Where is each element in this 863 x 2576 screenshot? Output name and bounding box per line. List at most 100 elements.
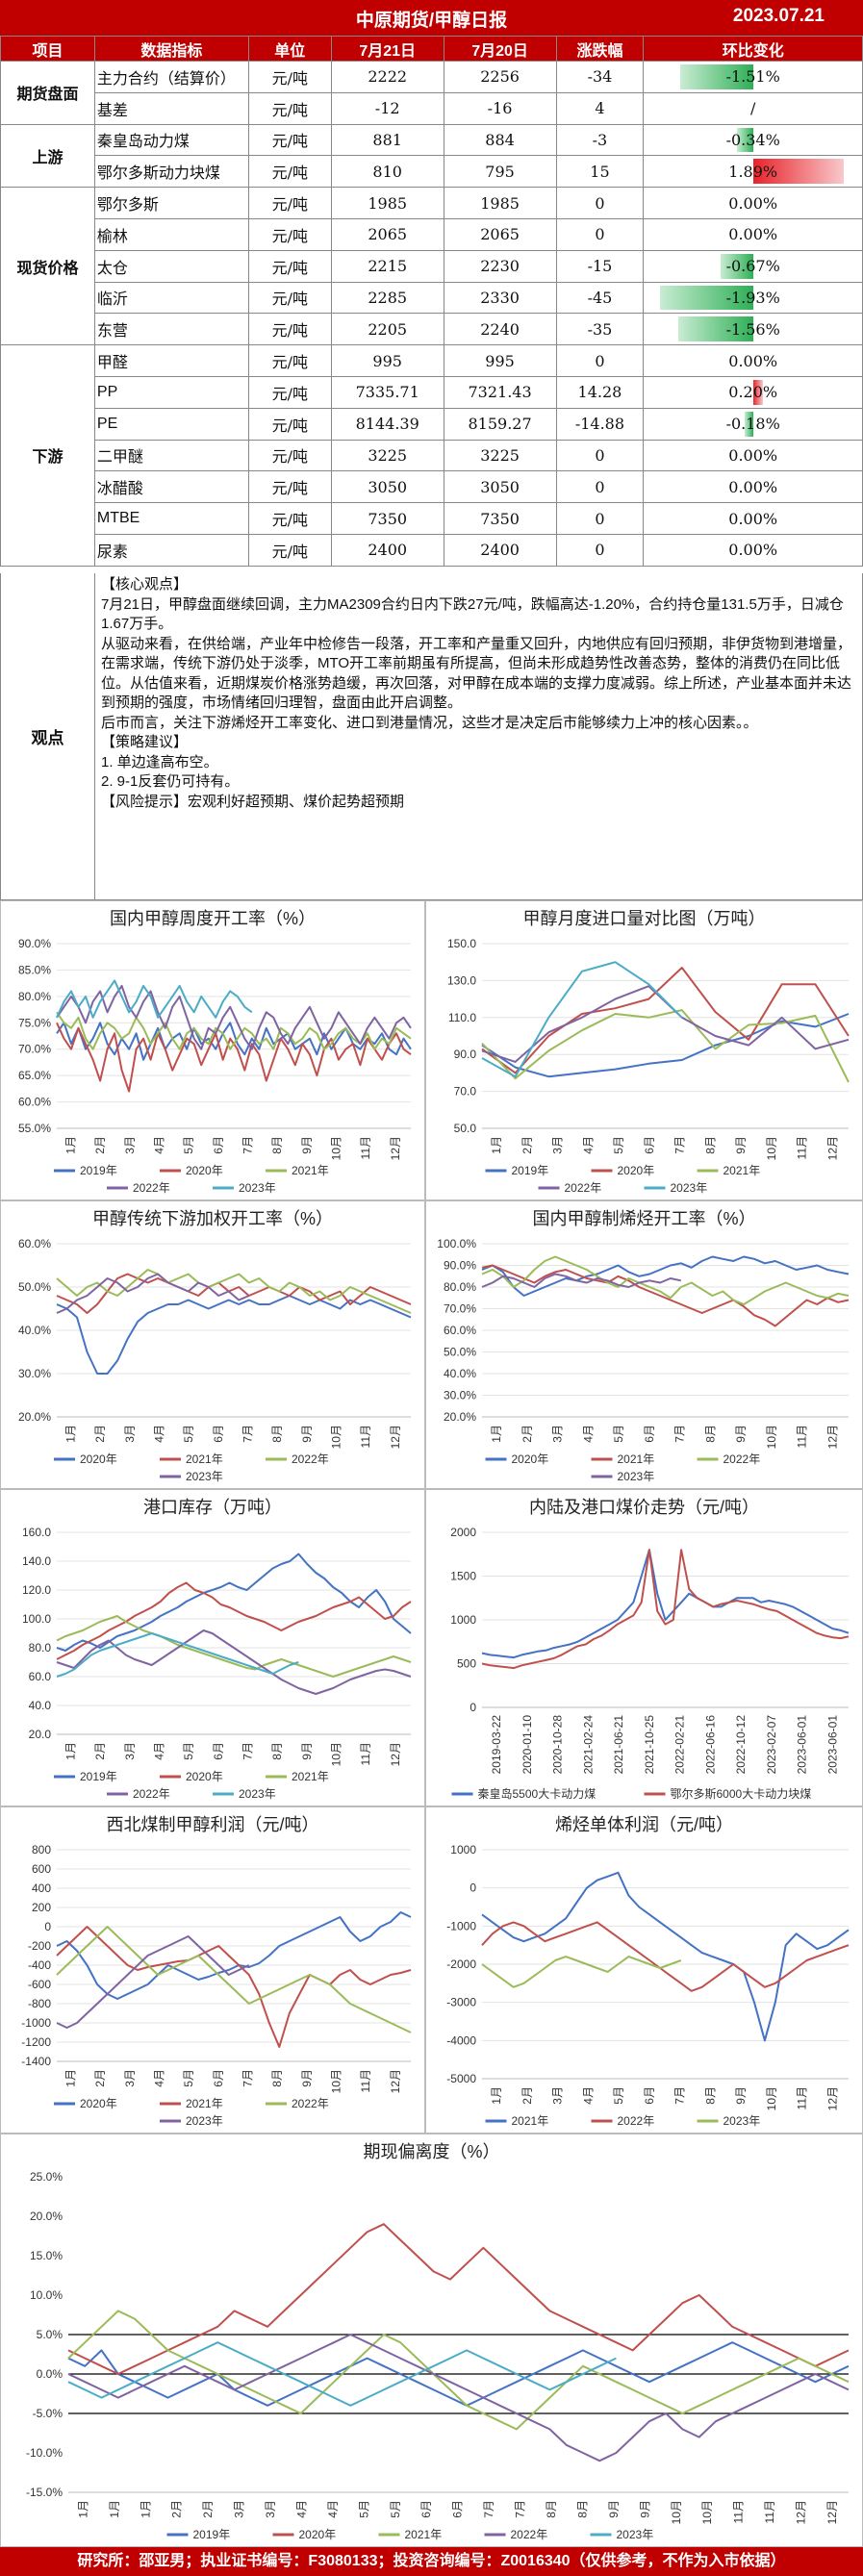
x-tick-label: 9月 [300,1425,314,1443]
x-tick-label: 3月 [123,1425,137,1443]
series-line [481,1549,850,1670]
legend-label: 秦皇岛5500大卡动力煤 [478,1786,596,1801]
y-tick-label: 15.0% [30,2249,63,2262]
legend-label: 2023年 [617,2528,654,2541]
series-line [67,2334,850,2462]
y-tick-label: 30.0% [444,1389,476,1402]
pct-change: -1.93% [643,281,863,315]
value-prev: 2240 [443,313,557,346]
change-value: -35 [555,313,645,346]
x-tick-label: 8月 [575,2500,589,2518]
pct-databar [752,159,845,185]
series-line [481,967,850,1074]
series-line [481,1009,850,1083]
table-row: 临沂 元/吨 2285 2330 -45 -1.93% [1,281,863,315]
x-tick-label: 10月 [330,2069,343,2093]
indicator-name: 甲醛 [93,344,249,377]
x-tick-label: 6月 [419,2500,433,2518]
value-prev: 7350 [443,502,557,535]
x-tick-label: 1月 [64,1425,78,1443]
x-tick-label: 6月 [643,2086,656,2105]
chart-panel: 国内甲醇制烯烃开工率（%） 20.0% 30.0% 40.0% 50.0% 60.0% 70… [425,1200,863,1489]
column-header: 7月20日 [443,36,557,62]
y-tick-label: -3000 [446,1996,476,2009]
change-value: 0 [555,187,645,219]
view-label: 观点 [1,573,95,899]
table-row: 下游 甲醛 元/吨 995 995 0 0.00% [0,344,863,567]
section-label: 期货盘面 [0,61,95,125]
view-paragraph: 1. 单边逢高布空。 [101,753,218,770]
x-tick-label: 9月 [300,1742,314,1760]
table-row: 期货盘面 主力合约（结算价） 元/吨 2222 2256 -34 -1.51% [0,61,863,125]
x-tick-label: 10月 [330,1742,343,1766]
value-today: 3225 [330,439,444,472]
x-tick-label: 5月 [182,1136,195,1154]
table-row: MTBE 元/吨 7350 7350 0 0.00% [1,502,863,535]
x-tick-label: 2月 [520,1136,534,1154]
unit-cell: 元/吨 [247,439,332,472]
view-paragraph: 2. 9-1反套仍可持有。 [101,773,240,790]
x-tick-label: 9月 [300,1136,314,1154]
y-tick-label: 50.0 [454,1122,477,1135]
report-title: 中原期货/甲醇日报 [355,11,508,31]
legend-label: 2022年 [292,2097,329,2110]
chart-panel: 港口库存（万吨） 20.0 40.0 60.0 80.0 100.0 120.0 140.0 1… [0,1489,425,1806]
unit-cell: 元/吨 [247,344,332,377]
indicator-name: 鄂尔多斯动力块煤 [93,155,249,189]
y-tick-label: -5.0% [33,2407,63,2420]
column-header: 环比变化 [643,36,863,62]
y-tick-label: 50.0% [18,1280,51,1294]
x-tick-label: 3月 [123,2069,137,2087]
y-tick-label: 40.0% [444,1367,476,1380]
legend-label: 2023年 [618,1470,655,1483]
column-header: 项目 [0,36,95,62]
chart-svg: 烯烃单体利润（元/吨） -5000 -4000 -3000 -2000 -1000 0 100… [446,1815,850,2128]
unit-cell: 元/吨 [247,502,332,535]
indicator-name: 太仓 [93,249,249,283]
series-line [56,1011,412,1050]
x-tick-label: 10月 [670,2500,683,2524]
chart-svg: 内陆及港口煤价走势（元/吨） 0 500 1000 1500 2000 2019-03-22… [450,1498,850,1801]
change-value: 0 [555,470,645,504]
section-label: 上游 [0,123,95,189]
unit-cell: 元/吨 [247,155,332,189]
x-tick-label: 2021-10-25 [643,1715,656,1775]
y-tick-label: 80.0% [18,990,51,1003]
y-tick-label: 800 [32,1843,51,1856]
y-tick-label: -1400 [21,2055,51,2068]
pct-databar [721,253,753,279]
series-line [481,1264,850,1327]
x-tick-label: 2023-02-07 [765,1715,778,1775]
unit-cell: 元/吨 [247,123,332,157]
pct-databar [752,379,763,405]
legend-label: 2021年 [186,1452,223,1466]
y-tick-label: 100.0 [22,1612,51,1626]
x-tick-label: 10月 [765,1425,778,1449]
table-row: 东营 元/吨 2205 2240 -35 -1.56% [1,313,863,346]
series-line [56,1022,412,1061]
value-prev: 2330 [443,281,557,315]
change-value: -15 [555,249,645,283]
legend-label: 2022年 [565,1181,602,1195]
chart-title: 烯烃单体利润（元/吨） [555,1815,733,1834]
chart-svg: 国内甲醇制烯烃开工率（%） 20.0% 30.0% 40.0% 50.0% 60.0% 70… [437,1209,850,1483]
x-tick-label: 12月 [389,1136,402,1160]
series-line [481,1549,850,1659]
y-tick-label: 60.0% [18,1237,51,1250]
legend-label: 2020年 [80,2097,117,2110]
change-value: 15 [555,155,645,189]
x-tick-label: 5月 [612,1425,625,1443]
x-tick-label: 2月 [201,2500,215,2518]
table-row: PP 元/吨 7335.71 7321.43 14.28 0.20% [1,375,863,409]
y-tick-label: 1500 [450,1570,476,1583]
unit-cell: 元/吨 [247,249,332,283]
legend-label: 2022年 [618,2114,655,2128]
x-tick-label: 2020-01-10 [520,1715,534,1775]
change-value: 14.28 [555,375,645,409]
legend-label: 2020年 [186,1770,223,1783]
indicator-name: PP [93,375,249,409]
y-tick-label: 80.0 [29,1641,52,1654]
table-row: 上游 秦皇岛动力煤 元/吨 881 884 -3 -0.34% [0,123,863,189]
indicator-name: 主力合约（结算价） [93,61,249,93]
chart-title: 内陆及港口煤价走势（元/吨） [529,1498,759,1517]
